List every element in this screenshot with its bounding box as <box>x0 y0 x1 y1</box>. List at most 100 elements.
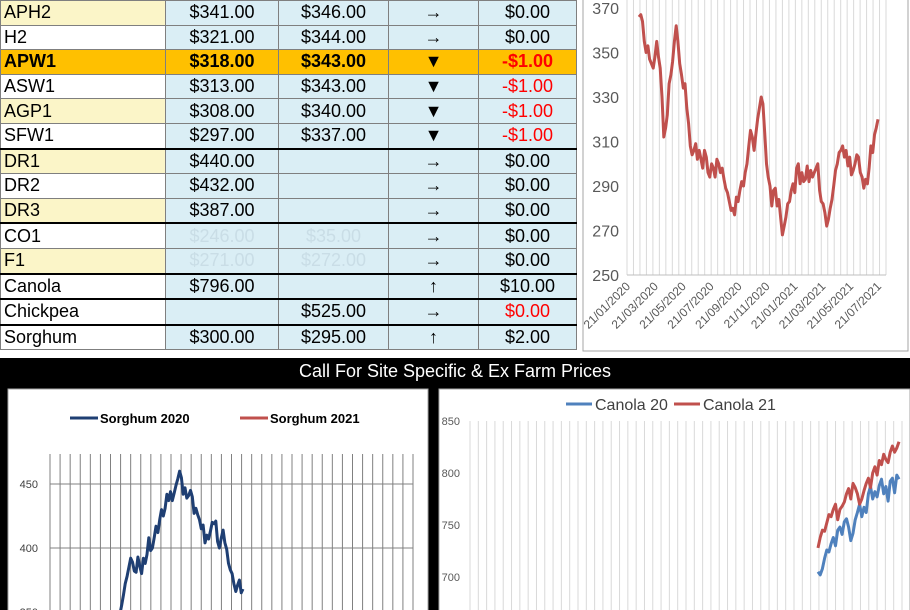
trend-arrow-icon: ▼ <box>388 49 479 75</box>
price-cell: $246.00 <box>165 222 279 249</box>
y-tick-label: 700 <box>442 572 460 584</box>
trend-arrow-icon: → <box>388 247 479 275</box>
table-row: Canola $796.00 ↑ $10.00 <box>0 273 577 301</box>
price-cell: $297.00 <box>165 122 279 150</box>
chart-frame <box>7 388 429 610</box>
legend-label: Canola 20 <box>595 397 668 414</box>
canola-chart: 700 750 800 850 Canola 20 Canola 21 <box>436 384 910 610</box>
legend-label: Sorghum 2021 <box>270 411 360 426</box>
grade-cell: F1 <box>0 247 166 275</box>
price-table: APH2 $341.00 $346.00 → $0.00 H2 $321.00 $344.00… <box>0 0 577 351</box>
price-cell: $337.00 <box>278 122 389 150</box>
table-row: CO1 $246.00 $35.00 → $0.00 <box>0 222 577 249</box>
price-cell: $308.00 <box>165 98 279 124</box>
change-cell: $0.00 <box>478 298 577 326</box>
price-cell: $300.00 <box>165 324 279 351</box>
y-tick-label: 350 <box>592 46 619 63</box>
sorghum-2020-line <box>119 469 245 610</box>
trend-arrow-icon: ▼ <box>388 122 479 150</box>
price-cell <box>278 173 389 199</box>
grade-cell: Canola <box>0 273 166 301</box>
y-tick-label: 370 <box>592 1 619 18</box>
change-cell: $0.00 <box>478 24 577 51</box>
canola-21-line <box>816 441 901 549</box>
legend-label: Sorghum 2020 <box>100 411 190 426</box>
table-row: H2 $321.00 $344.00 → $0.00 <box>0 24 577 51</box>
y-tick-label: 290 <box>592 179 619 196</box>
trend-arrow-icon: → <box>388 24 479 51</box>
y-tick-label: 800 <box>442 468 460 480</box>
price-cell: $432.00 <box>165 173 279 199</box>
y-tick-label: 400 <box>20 543 38 555</box>
grade-cell: ASW1 <box>0 73 166 100</box>
change-cell: $10.00 <box>478 273 577 301</box>
trend-arrow-icon: → <box>388 222 479 249</box>
grade-cell: APW1 <box>0 49 166 75</box>
table-row: SFW1 $297.00 $337.00 ▼ -$1.00 <box>0 122 577 150</box>
price-cell: $387.00 <box>165 197 279 225</box>
grade-cell: SFW1 <box>0 122 166 150</box>
change-cell: $0.00 <box>478 247 577 275</box>
table-row: F1 $271.00 $272.00 → $0.00 <box>0 247 577 275</box>
trend-arrow-icon: ▼ <box>388 73 479 100</box>
price-cell: $525.00 <box>278 298 389 326</box>
change-cell: -$1.00 <box>478 122 577 150</box>
table-row: Chickpea $525.00 → $0.00 <box>0 298 577 326</box>
price-cell: $271.00 <box>165 247 279 275</box>
canola-20-line <box>816 473 901 577</box>
price-cell: $341.00 <box>165 0 279 26</box>
trend-arrow-icon: → <box>388 298 479 326</box>
trend-arrow-icon: → <box>388 148 479 175</box>
table-row: APW1 $318.00 $343.00 ▼ -$1.00 <box>0 49 577 75</box>
change-cell: -$1.00 <box>478 98 577 124</box>
grade-cell: Chickpea <box>0 298 166 326</box>
y-tick-label: 330 <box>592 90 619 107</box>
table-row: ASW1 $313.00 $343.00 ▼ -$1.00 <box>0 73 577 100</box>
table-row: DR1 $440.00 → $0.00 <box>0 148 577 175</box>
price-cell: $796.00 <box>165 273 279 301</box>
grade-cell: APH2 <box>0 0 166 26</box>
chart-frame <box>438 388 910 610</box>
grade-cell: DR1 <box>0 148 166 175</box>
price-cell: $344.00 <box>278 24 389 51</box>
price-cell: $295.00 <box>278 324 389 351</box>
change-cell: $2.00 <box>478 324 577 351</box>
change-cell: $0.00 <box>478 197 577 225</box>
price-cell: $318.00 <box>165 49 279 75</box>
price-cell: $343.00 <box>278 49 389 75</box>
change-cell: $0.00 <box>478 148 577 175</box>
price-cell: $35.00 <box>278 222 389 249</box>
table-row: APH2 $341.00 $346.00 → $0.00 <box>0 0 577 26</box>
y-tick-label: 250 <box>592 268 619 285</box>
price-cell <box>278 273 389 301</box>
trend-arrow-icon: → <box>388 0 479 26</box>
trend-arrow-icon: ↑ <box>388 324 479 351</box>
change-cell: $0.00 <box>478 222 577 249</box>
grade-cell: Sorghum <box>0 324 166 351</box>
y-tick-label: 850 <box>442 416 460 428</box>
change-cell: -$1.00 <box>478 49 577 75</box>
price-cell <box>278 148 389 175</box>
price-cell: $272.00 <box>278 247 389 275</box>
price-cell: $346.00 <box>278 0 389 26</box>
change-cell: $0.00 <box>478 0 577 26</box>
price-series-line <box>637 13 880 237</box>
grade-cell: AGP1 <box>0 98 166 124</box>
grade-cell: H2 <box>0 24 166 51</box>
grade-cell: DR3 <box>0 197 166 225</box>
grade-cell: CO1 <box>0 222 166 249</box>
price-cell: $440.00 <box>165 148 279 175</box>
price-cell: $313.00 <box>165 73 279 100</box>
call-banner: Call For Site Specific & Ex Farm Prices <box>0 358 910 384</box>
price-cell: $340.00 <box>278 98 389 124</box>
y-tick-label: 350 <box>20 607 38 610</box>
trend-arrow-icon: ↑ <box>388 273 479 301</box>
price-cell <box>165 298 279 326</box>
table-row: DR2 $432.00 → $0.00 <box>0 173 577 199</box>
y-tick-label: 750 <box>442 520 460 532</box>
trend-arrow-icon: → <box>388 173 479 199</box>
price-cell: $321.00 <box>165 24 279 51</box>
grade-cell: DR2 <box>0 173 166 199</box>
legend-label: Canola 21 <box>703 397 776 414</box>
